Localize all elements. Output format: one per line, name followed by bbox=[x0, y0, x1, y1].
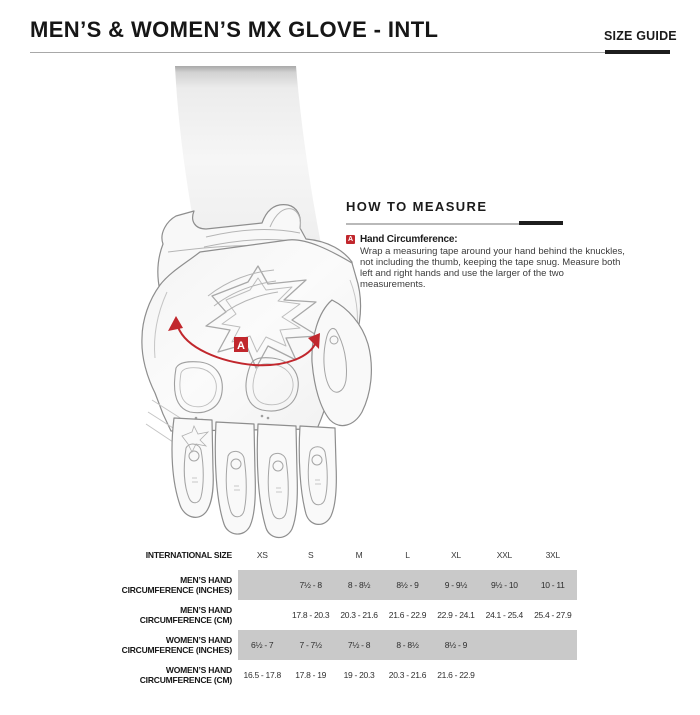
size-value-cell: 8½ - 9 bbox=[383, 570, 432, 600]
size-value-cell: 8 - 8½ bbox=[383, 630, 432, 660]
measure-item-title: Hand Circumference: bbox=[360, 234, 458, 245]
arrowhead-right bbox=[308, 333, 320, 349]
size-table-row: WOMEN’S HAND CIRCUMFERENCE (INCHES) 6½ - 7… bbox=[0, 630, 578, 660]
how-to-measure-divider bbox=[346, 223, 563, 225]
size-column-header: XXL bbox=[496, 550, 512, 560]
size-table-header-row: INTERNATIONAL SIZE XS S M L XL XXL 3XL bbox=[0, 540, 578, 570]
small-star-accent bbox=[181, 424, 210, 453]
size-value-cell: 21.6 - 22.9 bbox=[388, 610, 427, 620]
size-value-cell: 6½ - 7 bbox=[238, 630, 287, 660]
size-column-header: XS bbox=[256, 550, 268, 560]
size-value-cell: 25.4 - 27.9 bbox=[534, 610, 572, 620]
size-value-cell: 20.3 - 21.6 bbox=[340, 610, 378, 620]
size-column-header: M bbox=[355, 550, 363, 560]
how-to-measure-heading: HOW TO MEASURE bbox=[346, 199, 488, 214]
header-divider bbox=[30, 52, 670, 53]
size-column-header: XL bbox=[451, 550, 461, 560]
finger-pads bbox=[183, 443, 328, 520]
size-value-cell bbox=[529, 660, 577, 690]
size-value-cell: 10 - 11 bbox=[528, 570, 577, 600]
size-value-cell: 8 - 8½ bbox=[334, 570, 384, 600]
size-value-cell: 16.5 - 17.8 bbox=[243, 670, 282, 680]
row-label: WOMEN’S HAND CIRCUMFERENCE (INCHES) bbox=[121, 635, 233, 655]
arrowhead-left bbox=[168, 316, 183, 331]
knuckle-swoosh-lines bbox=[207, 269, 279, 317]
size-table-corner-label: INTERNATIONAL SIZE bbox=[145, 550, 232, 560]
thumb-pad bbox=[323, 327, 347, 393]
size-value-cell: 24.1 - 25.4 bbox=[485, 610, 524, 620]
knuckle-pads bbox=[173, 357, 299, 422]
measure-a-icon: A bbox=[346, 235, 355, 244]
svg-text:A: A bbox=[237, 340, 245, 352]
row-label: MEN’S HAND CIRCUMFERENCE (CM) bbox=[139, 605, 232, 625]
measurement-marker-a: A bbox=[234, 337, 248, 352]
size-value-cell: 22.9 - 24.1 bbox=[437, 610, 475, 620]
size-value-cell: 7 - 7½ bbox=[286, 630, 335, 660]
page-title: MEN’S & WOMEN’S MX GLOVE - INTL bbox=[30, 17, 439, 42]
glove-fingers bbox=[171, 417, 337, 539]
size-value-cell: 8½ - 9 bbox=[431, 630, 481, 660]
size-table-row: MEN’S HAND CIRCUMFERENCE (CM) 17.8 - 20.3 2… bbox=[0, 600, 578, 630]
measurement-line bbox=[168, 316, 320, 367]
size-table-row: WOMEN’S HAND CIRCUMFERENCE (CM) 16.5 - 17.… bbox=[0, 660, 578, 690]
size-value-cell: 21.6 - 22.9 bbox=[437, 670, 475, 680]
size-value-cell: 17.8 - 20.3 bbox=[291, 610, 330, 620]
how-to-measure-divider-accent bbox=[519, 221, 563, 225]
size-column-header: S bbox=[307, 550, 314, 560]
star-logo bbox=[205, 265, 319, 369]
size-value-cell: 20.3 - 21.6 bbox=[388, 670, 427, 680]
size-value-cell: 9½ - 10 bbox=[480, 570, 529, 600]
row-label: WOMEN’S HAND CIRCUMFERENCE (CM) bbox=[139, 665, 232, 685]
size-value-cell bbox=[480, 660, 528, 690]
size-value-cell bbox=[480, 630, 529, 660]
size-value-cell: 9 - 9½ bbox=[431, 570, 481, 600]
size-value-cell: 17.8 - 19 bbox=[295, 670, 327, 680]
header-divider-accent bbox=[605, 50, 670, 54]
size-value-cell bbox=[528, 630, 577, 660]
size-guide-label: SIZE GUIDE bbox=[604, 29, 677, 43]
size-column-header: 3XL bbox=[545, 550, 561, 560]
size-column-header: L bbox=[405, 550, 410, 560]
size-value-cell: 19 - 20.3 bbox=[343, 670, 375, 680]
measure-item-body: Wrap a measuring tape around your hand b… bbox=[360, 246, 625, 290]
glove-thumb bbox=[311, 299, 372, 427]
size-value-cell: 7½ - 8 bbox=[334, 630, 384, 660]
size-value-cell bbox=[238, 570, 287, 600]
size-value-cell bbox=[238, 600, 286, 630]
size-value-cell: 7½ - 8 bbox=[286, 570, 335, 600]
size-table: INTERNATIONAL SIZE XS S M L XL XXL 3XL MEN’S HAN… bbox=[0, 540, 578, 690]
row-label: MEN’S HAND CIRCUMFERENCE (INCHES) bbox=[121, 575, 233, 595]
